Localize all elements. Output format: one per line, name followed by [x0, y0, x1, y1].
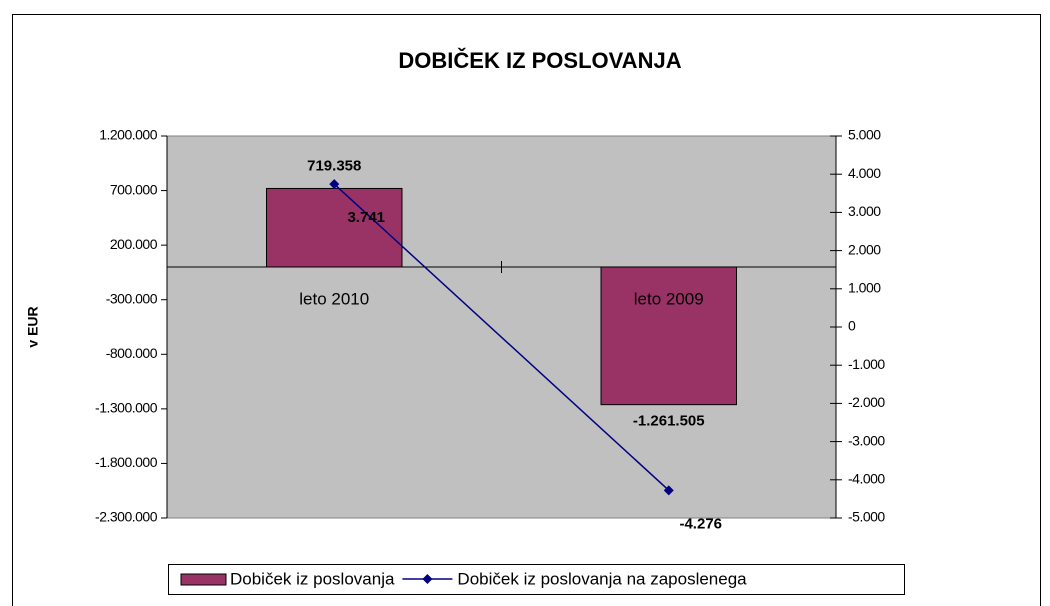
y-axis-label: v EUR: [25, 306, 41, 347]
y-tick-label: -1.800.000: [95, 454, 158, 470]
line-value-label: 3.741: [347, 209, 385, 226]
y-tick-label: -300.000: [106, 290, 158, 306]
y-tick-label: -1.300.000: [95, 400, 158, 416]
y2-tick-label: 1.000: [848, 280, 881, 296]
line-marker: [663, 485, 674, 496]
y-tick-label: 1.200.000: [99, 127, 157, 143]
y2-tick-label: 0: [848, 318, 856, 334]
y2-tick-label: -3.000: [848, 432, 885, 448]
y-tick-label: -2.300.000: [95, 509, 158, 525]
y2-tick-label: 5.000: [848, 127, 881, 143]
bar-value-label: 719.358: [307, 157, 361, 174]
legend-swatch: [180, 573, 227, 586]
y2-tick-label: -4.000: [848, 471, 885, 487]
y2-tick-label: -2.000: [848, 394, 885, 410]
y2-tick-label: 3.000: [848, 203, 881, 219]
x-tick-label: leto 2009: [634, 289, 704, 308]
legend-label: Dobiček iz poslovanja: [230, 569, 395, 588]
y-tick-label: 200.000: [110, 236, 158, 252]
y2-tick-label: 2.000: [848, 241, 881, 257]
bar-value-label: -1.261.505: [633, 413, 705, 430]
line-marker: [329, 179, 340, 190]
legend-box: [168, 564, 905, 595]
y-tick-label: 700.000: [110, 181, 158, 197]
line: [333, 183, 670, 491]
y2-tick-label: -5.000: [848, 509, 885, 525]
line-value-label: -4.276: [679, 515, 722, 532]
x-tick-label: leto 2010: [299, 289, 369, 308]
y2-tick-label: 4.000: [848, 165, 881, 181]
y-tick-label: -800.000: [106, 345, 158, 361]
legend-label: Dobiček iz poslovanja na zaposlenega: [457, 569, 747, 588]
legend-marker: [422, 574, 433, 584]
chart-title: DOBIČEK IZ POSLOVANJA: [398, 48, 681, 73]
y2-tick-label: -1.000: [848, 356, 885, 372]
bar: [600, 266, 737, 406]
